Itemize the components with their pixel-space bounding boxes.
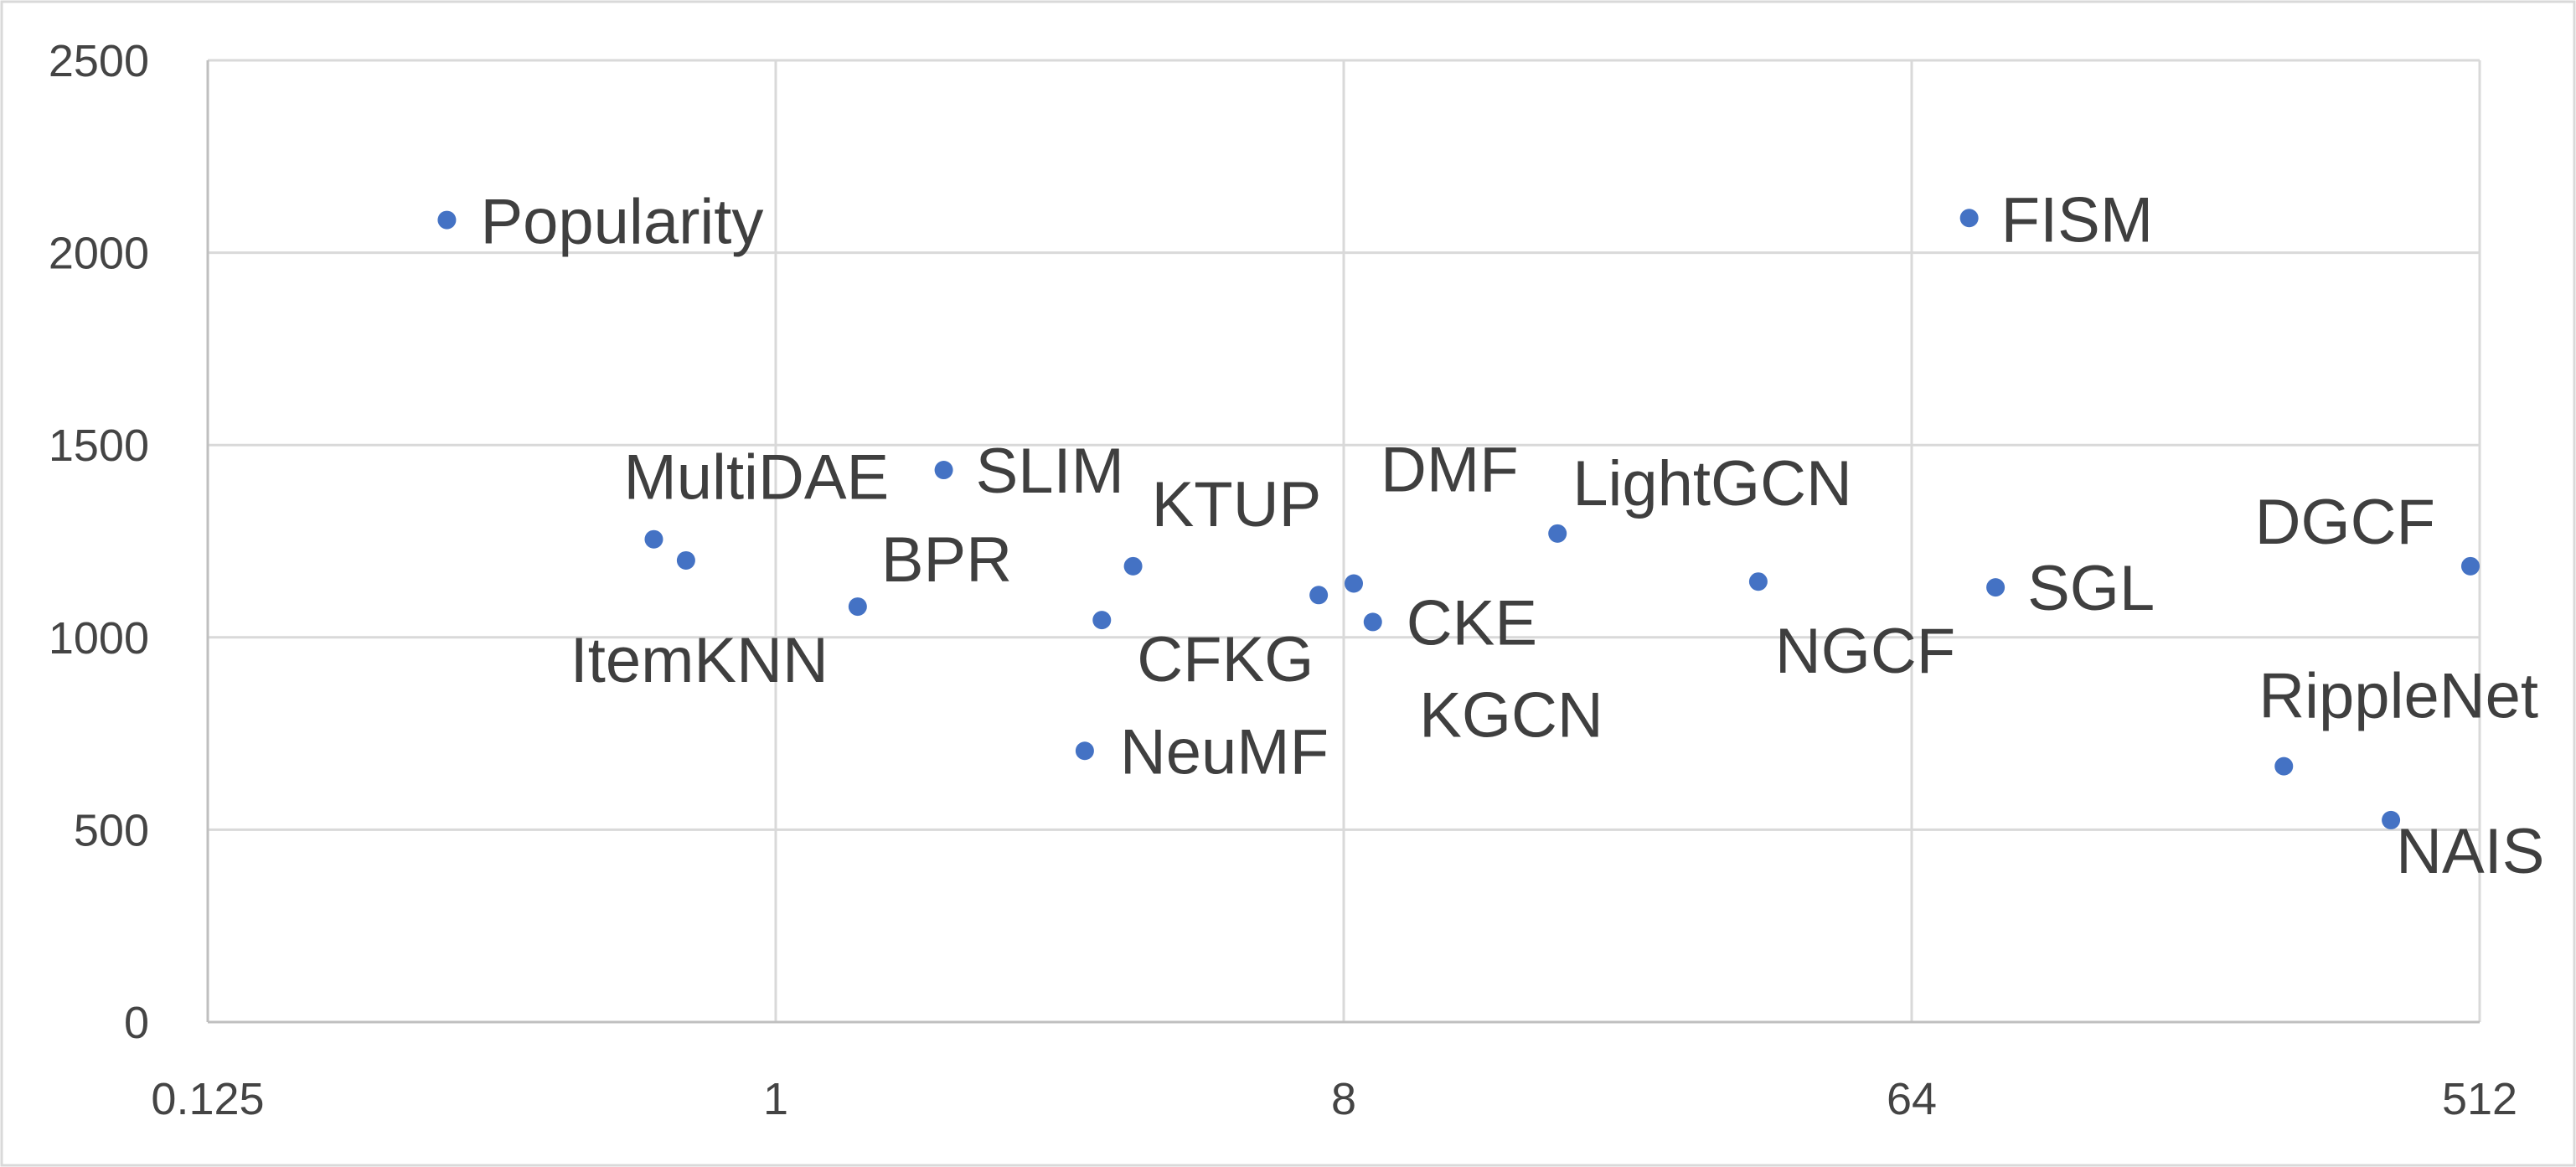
- data-point: [1548, 524, 1567, 543]
- axes: [206, 60, 2480, 1024]
- x-tick-label: 8: [1331, 1074, 1356, 1124]
- data-labels: Popularity MultiDAE ItemKNN BPR SLIM NeuMF CFK…: [480, 184, 2544, 887]
- data-label: BPR: [881, 524, 1012, 596]
- data-label: KTUP: [1152, 469, 1322, 540]
- y-tick-label: 500: [74, 805, 149, 855]
- y-tick-label: 0: [124, 998, 149, 1048]
- data-point: [1309, 586, 1329, 605]
- y-tick-label: 2500: [49, 36, 149, 86]
- data-point: [1075, 741, 1094, 761]
- data-label: DGCF: [2255, 487, 2435, 558]
- data-label: NAIS: [2396, 816, 2544, 887]
- data-point: [1986, 578, 2006, 597]
- x-tick-label: 64: [1887, 1074, 1937, 1124]
- x-tick-label: 512: [2442, 1074, 2517, 1124]
- data-points: [437, 209, 2480, 829]
- tick-labels: 0 500 1000 1500 2000 2500 0.125 1 8 64 512: [49, 36, 2517, 1124]
- data-label: SLIM: [976, 436, 1124, 507]
- data-label: LightGCN: [1572, 448, 1852, 519]
- x-tick-label: 0.125: [151, 1074, 264, 1124]
- data-label: KGCN: [1419, 679, 1603, 751]
- data-point: [934, 461, 953, 480]
- data-point: [1123, 556, 1143, 576]
- data-point: [2382, 810, 2401, 829]
- data-point: [1092, 611, 1112, 630]
- data-label: MultiDAE: [623, 442, 889, 514]
- data-point: [437, 210, 457, 230]
- data-point: [2274, 756, 2294, 776]
- data-label: ItemKNN: [570, 625, 829, 696]
- data-point: [848, 597, 867, 617]
- data-label: DMF: [1381, 435, 1519, 506]
- data-point: [676, 550, 695, 570]
- data-point: [2460, 556, 2480, 576]
- data-point: [1748, 572, 1768, 591]
- x-tick-label: 1: [763, 1074, 788, 1124]
- data-point: [1363, 612, 1382, 632]
- data-label: CKE: [1407, 587, 1537, 658]
- data-label: RippleNet: [2259, 661, 2538, 732]
- y-tick-label: 1500: [49, 421, 149, 471]
- data-label: NeuMF: [1120, 716, 1329, 787]
- data-label: NGCF: [1775, 616, 1955, 687]
- data-label: Popularity: [480, 187, 763, 258]
- data-label: CFKG: [1137, 624, 1314, 695]
- data-point: [644, 529, 663, 549]
- grid: [208, 59, 2481, 1022]
- data-point: [1345, 574, 1364, 593]
- data-label: SGL: [2027, 553, 2155, 624]
- y-tick-label: 2000: [49, 229, 149, 279]
- data-point: [1959, 209, 1979, 228]
- data-label: FISM: [2001, 184, 2154, 256]
- y-tick-label: 1000: [49, 613, 149, 664]
